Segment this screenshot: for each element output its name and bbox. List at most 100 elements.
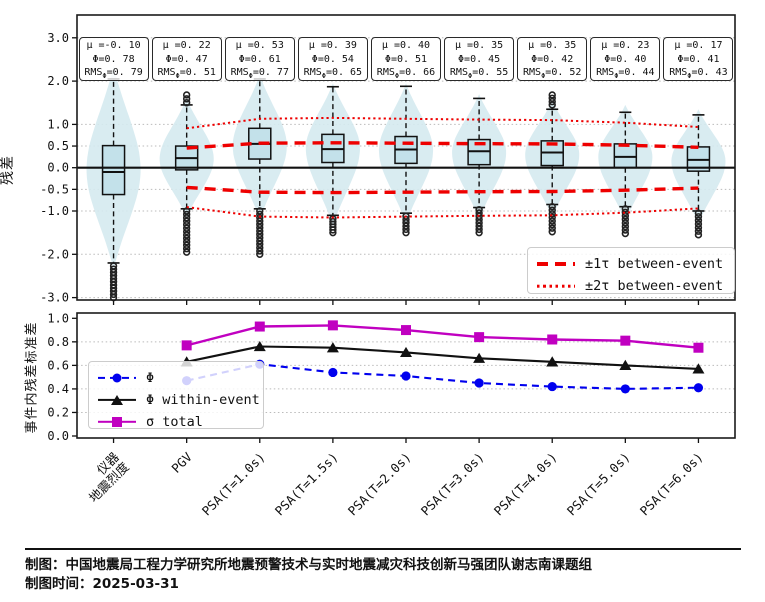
marker-square: [693, 342, 704, 353]
black-triangle-swatch: [98, 394, 136, 406]
annotation-mu: μ =0. 35: [528, 40, 577, 51]
outlier-low: [256, 240, 264, 249]
outlier-low: [694, 223, 703, 232]
marker-square: [254, 321, 265, 332]
annotation-rms: RMSΦ=0. 66: [372, 66, 440, 84]
outlier-low: [182, 238, 191, 246]
marker-square: [547, 334, 558, 345]
series-line-phi-within: [186, 345, 699, 370]
marker-square: [401, 325, 411, 336]
outlier-low: [256, 227, 264, 235]
annotation-box: μ =0. 35 Φ=0. 45 RMSΦ=0. 55: [444, 37, 515, 84]
annotation-phi: Φ=0. 45: [458, 53, 501, 65]
outlier-low: [694, 213, 703, 221]
marker-square: [181, 340, 192, 351]
outlier-low: [182, 210, 191, 219]
outlier-low: [256, 213, 264, 222]
outlier-high: [548, 91, 556, 99]
outlier-low: [256, 220, 264, 229]
outlier-low: [694, 227, 703, 235]
annotation-rms-part: Φ: [467, 72, 473, 80]
legend-label: σ total: [146, 414, 203, 430]
outlier-low: [256, 247, 264, 255]
legend-label: ±1τ between-event: [585, 256, 724, 272]
outlier-low: [256, 237, 264, 245]
annotation-box: μ =0. 35 Φ=0. 42 RMSΦ=0. 52: [517, 37, 588, 84]
box: [101, 144, 126, 196]
red-dashed-line-swatch: [537, 258, 575, 270]
top-y-tick-label: -1.0: [40, 204, 69, 218]
annotation-rms-part: =0. 52: [545, 67, 582, 78]
annotation-rms-part: RMS: [84, 67, 103, 78]
outlier-low: [621, 219, 630, 227]
bottom-y-tick-label: 0.0: [47, 429, 69, 443]
annotation-phi: Φ=0. 40: [604, 53, 647, 65]
annotation-mu: μ =0. 53: [235, 40, 284, 51]
annotation-rms-part: Φ: [248, 72, 253, 80]
top-plot-frame: [76, 14, 736, 301]
box: [613, 143, 638, 169]
legend-label: Φ within-event: [146, 392, 260, 408]
outlier-high: [182, 95, 191, 103]
annotation-phi: Φ=0. 78: [92, 53, 135, 65]
legend-item-sigma-total: σ total: [98, 411, 253, 433]
outlier-low: [256, 230, 264, 239]
bottom-y-tick-label: 0.8: [47, 335, 69, 349]
bottom-plot-frame: [76, 312, 736, 439]
outlier-low: [548, 210, 556, 218]
outlier-low: [621, 205, 630, 213]
legend-item-1tau: ±1τ between-event: [537, 253, 724, 275]
outlier-high: [182, 99, 191, 107]
outlier-low: [694, 220, 703, 228]
annotation-mu: μ =0. 39: [308, 40, 357, 51]
marker-circle: [620, 384, 630, 394]
annotation-box: μ =0. 53 Φ=0. 61 RMSΦ=0. 77: [224, 37, 295, 84]
annotation-mu: μ =0. 17: [674, 40, 723, 51]
outlier-low: [256, 250, 264, 259]
outlier-low: [621, 222, 630, 231]
top-y-tick-label: 1.0: [47, 117, 69, 131]
marker-triangle: [326, 342, 339, 353]
outlier-low: [548, 202, 556, 211]
outlier-low: [182, 224, 191, 232]
top-y-tick-label: -3.0: [40, 291, 69, 305]
blue-dashed-circle-swatch: [98, 372, 136, 384]
annotation-rms-part: RMS: [376, 67, 395, 78]
top-y-tick-label: 0.5: [47, 139, 69, 153]
outlier-low: [256, 233, 264, 242]
red-dotted-line-swatch: [537, 280, 575, 292]
annotation-rms: RMSΦ=0. 55: [445, 66, 513, 84]
annotation-rms-part: RMS: [230, 67, 249, 78]
outlier-low: [548, 220, 556, 229]
annotation-rms-part: RMS: [157, 67, 176, 78]
annotation-rms-part: =0. 44: [618, 67, 655, 78]
footer-divider: [25, 548, 741, 550]
outlier-low: [256, 223, 264, 232]
annotation-box: μ =0. 22 Φ=0. 47 RMSΦ=0. 51: [151, 37, 222, 81]
outlier-low: [329, 228, 337, 237]
annotation-rms: RMSΦ=0. 43: [664, 66, 732, 84]
annotation-rms: RMSΦ=0. 52: [518, 66, 586, 84]
marker-circle: [693, 383, 704, 393]
annotation-box: μ =-0. 10 Φ=0. 78 RMSΦ=0. 79: [78, 37, 149, 81]
outlier-low: [402, 225, 410, 234]
legend-item-phi-within: Φ within-event: [98, 389, 260, 411]
annotation-rms: RMSΦ=0. 77: [226, 66, 294, 84]
legend-between-event: ±1τ between-event ±2τ between-event: [527, 247, 735, 294]
series-line-phi: [186, 363, 699, 390]
annotation-rms-part: Φ: [175, 72, 180, 80]
annotation-mu: μ =-0. 10: [86, 40, 141, 51]
legend-item-2tau: ±2τ between-event: [537, 275, 724, 297]
annotation-rms-part: Φ: [614, 72, 619, 80]
outlier-low: [548, 206, 556, 214]
annotation-rms-part: Φ: [394, 72, 400, 80]
outlier-low: [402, 228, 410, 237]
marker-triangle: [400, 346, 412, 358]
annotation-box: μ =0. 17 Φ=0. 41 RMSΦ=0. 43: [663, 37, 734, 84]
outlier-low: [182, 214, 191, 222]
marker-square: [620, 335, 631, 346]
outlier-low: [475, 225, 483, 234]
legend-item-phi: Φ: [98, 367, 253, 389]
annotation-rms: RMSΦ=0. 65: [299, 66, 367, 84]
